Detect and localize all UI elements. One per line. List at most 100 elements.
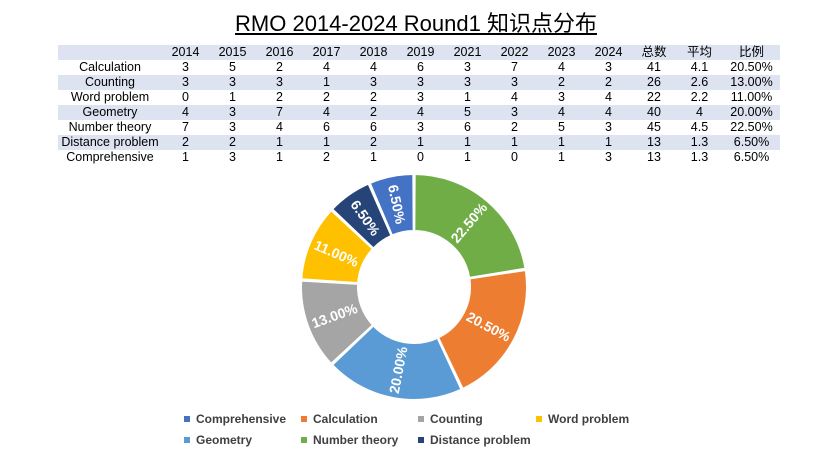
table-cell: 3 [464,75,471,89]
legend-swatch [301,416,307,422]
table-cell: 7 [511,60,518,74]
table-cell: 41 [647,60,661,74]
table-cell: 1 [605,135,612,149]
legend-label: Counting [430,412,483,426]
table-cell: 2 [276,60,283,74]
donut-slice-geometry [330,324,463,401]
table-header-cell: 2021 [453,45,482,59]
legend-item: Distance problem [418,433,531,447]
table-header-cell: 2024 [594,45,623,59]
table-cell: 4 [182,105,189,119]
table-cell: 4 [323,60,330,74]
donut-slice-number-theory [413,172,527,280]
table-cell: 13 [647,150,661,164]
table-row: Counting 3 3 3 1 3 3 3 3 2 2 26 2.6 13.00% [58,75,780,90]
table-cell: 1.3 [690,135,709,149]
table-cell: 4 [276,120,283,134]
legend-label: Geometry [196,433,253,447]
table-row: Geometry 4 3 7 4 2 4 5 3 4 4 40 4 20.00% [58,105,780,120]
table-header-cell: 2022 [500,45,529,59]
table-cell: 4 [605,90,612,104]
table-cell: 1 [417,135,424,149]
table-cell: 1 [558,150,565,164]
donut-slice-counting [300,279,375,366]
table-row: Comprehensive 1 3 1 2 1 0 1 0 1 3 13 1.3 6.50% [58,150,780,165]
table-header-cell: 2015 [218,45,247,59]
table-cell: 2 [511,120,518,134]
legend-row: Geometry Number theory Distance problem [0,433,832,451]
table-cell: 4.1 [690,60,709,74]
table-cell: 3 [605,120,612,134]
table-cell: 3 [605,150,612,164]
table-cell: 2 [276,90,283,104]
data-table: 2014 2015 2016 2017 2018 2019 2021 2022 2023 2024… [58,45,780,165]
table-header-cell: 平均 [686,45,712,59]
table-cell: 4 [511,90,518,104]
legend-swatch [418,416,424,422]
table-cell: 3 [229,120,236,134]
table-cell: 2 [182,135,189,149]
legend-item: Word problem [536,412,629,426]
table-cell: 0 [182,90,189,104]
table-cell: 2 [323,150,330,164]
table-cell: 40 [647,105,661,119]
legend-label: Distance problem [430,433,531,447]
table-cell: 4 [417,105,424,119]
table-cell: 1 [276,135,283,149]
table-cell: 1 [511,135,518,149]
table-cell: 3 [417,90,424,104]
legend-swatch [184,437,190,443]
table-row: Word problem 0 1 2 2 2 3 1 4 3 4 22 2.2 11.00% [58,90,780,105]
table-cell: 3 [182,75,189,89]
table-cell: 3 [229,150,236,164]
table-cell: 4 [605,105,612,119]
legend-label: Comprehensive [196,412,287,426]
donut-slice-word-problem [300,208,375,285]
table-cell: 3 [370,75,377,89]
table-row: Calculation 3 5 2 4 4 6 3 7 4 3 41 4.1 20.50% [58,60,780,75]
table-cell: 1.3 [690,150,709,164]
table-cell: 1 [323,75,330,89]
table-row-label: Word problem [70,90,150,104]
legend-item: Geometry [184,433,252,447]
table-row: Number theory 7 3 4 6 6 3 6 2 5 3 45 4.5 22.50% [58,120,780,135]
table-cell: 5 [464,105,471,119]
table-cell: 1 [323,135,330,149]
legend-row: Comprehensive Calculation Counting Word pro… [0,412,832,430]
table-cell: 13.00% [730,75,773,89]
slice-data-label: 6.50% [385,183,409,226]
table-cell: 1 [464,150,471,164]
table-cell: 6 [464,120,471,134]
table-cell: 2 [370,105,377,119]
table-cell: 2 [370,90,377,104]
table-cell: 26 [647,75,661,89]
table-cell: 6 [323,120,330,134]
table-cell: 0 [417,150,424,164]
legend-item: Counting [418,412,483,426]
table-cell: 1 [558,135,565,149]
table-cell: 3 [605,60,612,74]
table-header-cell: 2014 [171,45,200,59]
table-cell: 3 [558,90,565,104]
table-cell: 6.50% [733,135,770,149]
table-cell: 22.50% [730,120,773,134]
table-cell: 11.00% [730,90,773,104]
table-header-cell: 2016 [265,45,294,59]
table-cell: 3 [276,75,283,89]
table-header-cell: 2023 [547,45,576,59]
legend-item: Comprehensive [184,412,286,426]
legend-label: Calculation [313,412,378,426]
table-row-label: Number theory [68,120,152,134]
table-cell: 1 [229,90,236,104]
legend-swatch [536,416,542,422]
table-cell: 20.50% [730,60,773,74]
table-header-cell: 比例 [738,45,764,59]
table-cell: 0 [511,150,518,164]
legend-label: Number theory [313,433,399,447]
table-cell: 1 [464,135,471,149]
legend-item: Number theory [301,433,398,447]
table-cell: 13 [647,135,661,149]
table-cell: 6 [417,60,424,74]
table-cell: 4 [558,105,565,119]
